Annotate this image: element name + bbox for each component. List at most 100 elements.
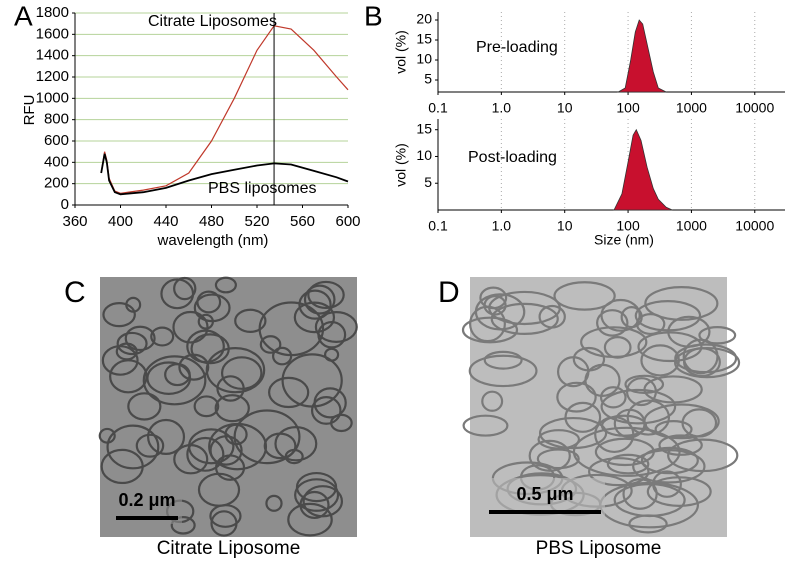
vesicle	[626, 399, 671, 436]
vesicle	[209, 504, 242, 528]
vesicle	[214, 394, 250, 423]
vesicle	[106, 424, 160, 470]
vesicle	[588, 457, 650, 487]
vesicle	[462, 414, 509, 437]
vesicle	[620, 306, 643, 329]
vesicle	[628, 514, 668, 534]
vesicle	[537, 429, 581, 450]
x-tick-label: 560	[290, 213, 315, 230]
vesicle	[632, 449, 706, 484]
annotation: Post-loading	[468, 149, 557, 166]
vesicle	[135, 433, 165, 458]
scale-bar-label: 0.2 μm	[118, 490, 175, 510]
vesicle	[479, 286, 508, 310]
x-tick-label: 10	[557, 218, 573, 234]
vesicle	[307, 280, 345, 310]
caption: PBS Liposome	[536, 538, 662, 559]
x-tick-label: 440	[153, 213, 178, 230]
vesicle	[556, 356, 590, 388]
panel-label: B	[364, 0, 383, 31]
vesicle	[594, 437, 655, 467]
x-tick-label: 10000	[735, 100, 774, 116]
vesicle	[674, 346, 741, 379]
x-tick-label: 0.1	[428, 218, 448, 234]
vesicle	[187, 428, 235, 465]
x-tick-label: 1000	[676, 218, 707, 234]
vesicle	[299, 490, 330, 519]
y-tick-label: 1400	[36, 47, 69, 64]
y-tick-label: 5	[424, 71, 432, 87]
vesicle	[635, 313, 666, 336]
scale-bar-label: 0.5 μm	[516, 484, 573, 504]
x-tick-label: 1.0	[492, 218, 512, 234]
vesicle	[214, 276, 237, 294]
y-tick-label: 800	[44, 111, 69, 128]
vesicle	[644, 285, 719, 321]
vesicle	[186, 436, 225, 472]
x-tick-label: 480	[199, 213, 224, 230]
vesicle	[594, 416, 635, 454]
vesicle	[124, 325, 156, 352]
vesicle	[538, 304, 566, 329]
x-tick-label: 10	[557, 100, 573, 116]
vesicle	[190, 333, 230, 365]
y-tick-label: 0	[61, 196, 69, 213]
y-tick-label: 1600	[36, 25, 69, 42]
annotation: Citrate Liposomes	[148, 13, 277, 30]
y-tick-label: 200	[44, 175, 69, 192]
vesicle	[196, 290, 222, 314]
vesicle	[259, 335, 282, 354]
vesicle	[294, 478, 340, 512]
vesicle	[147, 418, 186, 455]
vesicle	[303, 284, 336, 315]
vesicle	[468, 354, 538, 388]
vesicle	[268, 376, 310, 409]
y-tick-label: 1000	[36, 89, 69, 106]
vesicle	[600, 414, 648, 437]
vesicle	[193, 293, 231, 323]
vesicle	[146, 361, 192, 395]
y-tick-label: 15	[416, 120, 432, 136]
vesicle	[98, 427, 116, 444]
vesicle	[102, 302, 136, 328]
vesicle	[600, 388, 677, 425]
vesicle	[596, 309, 629, 337]
y-axis-label: RFU	[21, 95, 38, 126]
vesicle	[330, 413, 353, 433]
y-axis-label: vol (%)	[393, 143, 409, 187]
vesicle	[606, 453, 650, 475]
panel-label: A	[14, 0, 33, 31]
caption: Citrate Liposome	[157, 538, 301, 559]
vesicle	[265, 494, 283, 512]
vesicle	[116, 331, 148, 356]
vesicle	[298, 289, 332, 320]
vesicle	[564, 401, 602, 433]
annotation: Pre-loading	[476, 39, 558, 56]
vesicle	[150, 326, 175, 347]
x-tick-label: 100	[616, 218, 640, 234]
vesicle	[173, 444, 209, 475]
vesicle	[100, 448, 144, 485]
x-tick-label: 1.0	[492, 100, 512, 116]
vesicle	[634, 300, 702, 332]
vesicle	[310, 396, 342, 425]
vesicle	[528, 439, 571, 472]
x-tick-label: 0.1	[428, 100, 448, 116]
vesicle	[481, 390, 504, 412]
vesicle	[698, 325, 737, 345]
y-tick-label: 5	[424, 174, 432, 190]
vesicle	[125, 296, 142, 313]
vesicle	[295, 471, 338, 503]
x-tick-label: 10000	[735, 218, 774, 234]
vesicle	[274, 426, 318, 462]
vesicle	[461, 316, 519, 344]
y-tick-label: 10	[416, 51, 432, 67]
vesicle	[640, 344, 680, 377]
vesicle	[556, 381, 597, 413]
x-axis-label: wavelength (nm)	[157, 232, 269, 249]
x-tick-label: 600	[335, 213, 360, 230]
vesicle	[170, 515, 196, 535]
x-tick-label: 360	[62, 213, 87, 230]
x-tick-label: 520	[244, 213, 269, 230]
